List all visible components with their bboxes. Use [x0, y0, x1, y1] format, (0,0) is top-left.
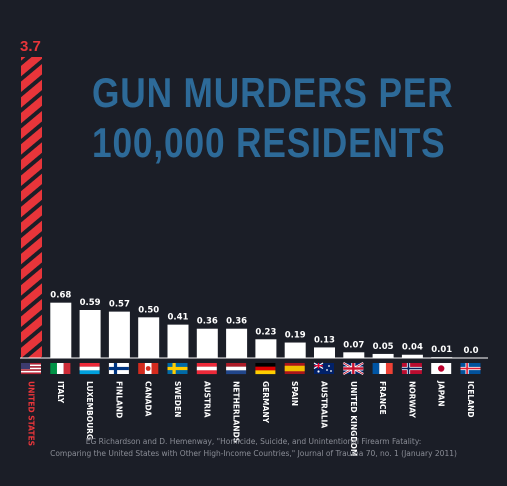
value-label-canada: 0.50: [138, 305, 159, 315]
flag-germany-icon: [255, 363, 276, 375]
value-label-italy: 0.68: [50, 291, 71, 301]
value-label-australia: 0.13: [314, 335, 335, 345]
category-label-luxembourg: LUXEMBOURG: [85, 381, 94, 440]
value-label-norway: 0.04: [402, 343, 423, 353]
bar-netherlands: [226, 328, 248, 358]
flag-finland-icon: [108, 363, 129, 374]
value-label-united-states: 3.7: [20, 38, 41, 55]
category-label-austria: AUSTRIA: [202, 381, 211, 418]
flag-spain-icon: [284, 363, 305, 374]
value-label-sweden: 0.41: [168, 313, 189, 323]
bar-france: [372, 353, 394, 358]
flag-france-icon: [372, 363, 393, 374]
flag-netherlands-icon: [226, 363, 247, 375]
category-label-sweden: SWEDEN: [173, 381, 182, 417]
value-label-japan: 0.01: [431, 345, 452, 355]
flag-sweden-icon: [167, 363, 188, 374]
flag-iceland-icon: [460, 363, 481, 374]
value-label-finland: 0.57: [109, 300, 130, 310]
category-label-italy: ITALY: [56, 381, 65, 404]
bar-sweden: [167, 324, 189, 358]
value-label-netherlands: 0.36: [226, 317, 247, 327]
bar-canada: [138, 317, 160, 358]
flag-us-icon: [21, 363, 41, 375]
flag-canada-icon: [138, 363, 159, 374]
flag-austria-icon: [196, 363, 217, 375]
value-label-austria: 0.36: [197, 317, 218, 327]
flag-uk-icon: [342, 362, 364, 375]
bar-italy: [50, 302, 72, 358]
bar-austria: [196, 328, 218, 358]
category-label-canada: CANADA: [144, 381, 153, 417]
bar-united-states: [21, 57, 42, 358]
source-citation-line-1: EG Richardson and D. Hemenway, "Homicide…: [85, 437, 422, 446]
chart-title-line-2: 100,000 RESIDENTS: [92, 119, 446, 166]
flag-italy-icon: [50, 363, 71, 374]
category-label-norway: NORWAY: [407, 381, 416, 418]
value-label-spain: 0.19: [285, 331, 306, 341]
category-label-spain: SPAIN: [290, 381, 299, 406]
category-label-united-kingdom: UNITED KINGDOM: [349, 381, 358, 456]
flag-norway-icon: [401, 363, 422, 374]
category-label-netherlands: NETHERLANDS: [232, 381, 241, 443]
value-label-iceland: 0.0: [463, 346, 478, 356]
chart-title-line-1: GUN MURDERS PER: [92, 69, 454, 116]
flags-layer: [21, 362, 481, 375]
value-label-luxembourg: 0.59: [80, 298, 101, 308]
bar-finland: [108, 311, 130, 358]
value-label-united-kingdom: 0.07: [343, 340, 364, 350]
category-label-japan: JAPAN: [437, 380, 446, 407]
flag-luxembourg-icon: [79, 363, 100, 375]
flag-australia-icon: [313, 362, 334, 374]
bar-norway: [401, 354, 423, 358]
category-label-france: FRANCE: [378, 381, 387, 415]
bar-united-kingdom: [343, 352, 365, 358]
category-label-australia: AUSTRALIA: [320, 381, 329, 428]
category-label-germany: GERMANY: [261, 381, 270, 424]
bars-layer: [21, 57, 453, 358]
category-label-iceland: ICELAND: [466, 381, 475, 418]
value-label-germany: 0.23: [255, 327, 276, 337]
bar-luxembourg: [79, 310, 101, 358]
bar-australia: [314, 347, 335, 358]
flag-japan-icon: [431, 363, 452, 374]
source-citation-line-2: Comparing the United States with Other H…: [50, 449, 457, 458]
category-label-united-states: UNITED STATES: [27, 381, 36, 446]
labels-layer: 3.7 UNITED STATES 0.68 ITALY 0.59 LUXEMBOURG 0…: [20, 38, 479, 456]
category-label-finland: FINLAND: [114, 381, 123, 418]
bar-germany: [255, 339, 277, 358]
bar-spain: [284, 342, 306, 358]
value-label-france: 0.05: [373, 342, 394, 352]
